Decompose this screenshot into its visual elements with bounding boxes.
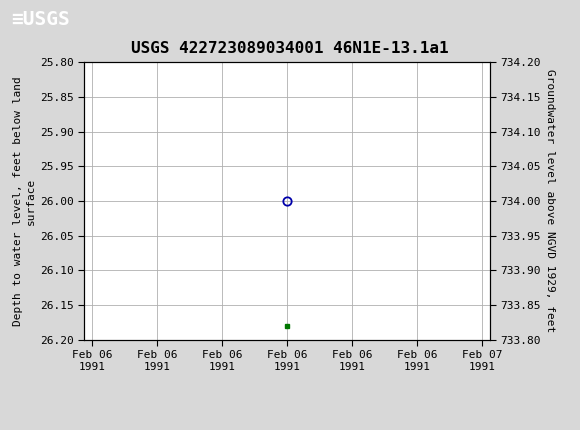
Text: USGS 422723089034001 46N1E-13.1a1: USGS 422723089034001 46N1E-13.1a1 <box>131 41 449 56</box>
Y-axis label: Depth to water level, feet below land
surface: Depth to water level, feet below land su… <box>13 76 36 326</box>
Y-axis label: Groundwater level above NGVD 1929, feet: Groundwater level above NGVD 1929, feet <box>545 69 555 333</box>
Text: ≡USGS: ≡USGS <box>12 10 70 29</box>
